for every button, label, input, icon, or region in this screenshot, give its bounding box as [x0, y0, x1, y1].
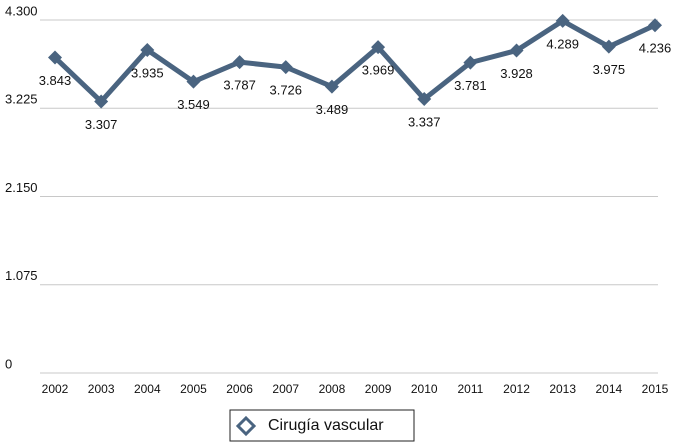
- data-label: 3.781: [454, 78, 487, 93]
- data-label: 3.969: [362, 63, 395, 78]
- x-tick-label: 2008: [319, 382, 346, 396]
- data-label: 3.928: [500, 66, 533, 81]
- x-tick-label: 2009: [365, 382, 392, 396]
- x-tick-label: 2013: [549, 382, 576, 396]
- x-tick-label: 2010: [411, 382, 438, 396]
- data-label: 3.489: [316, 102, 349, 117]
- data-label: 3.975: [593, 62, 626, 77]
- data-point: [371, 40, 386, 55]
- x-tick-label: 2015: [642, 382, 669, 396]
- data-point: [601, 39, 616, 54]
- x-tick-label: 2003: [88, 382, 115, 396]
- data-label: 3.337: [408, 114, 441, 129]
- data-point: [186, 74, 201, 89]
- legend-marker: [235, 415, 257, 437]
- data-point: [648, 18, 662, 33]
- data-label: 4.236: [639, 41, 672, 56]
- series-line: [53, 18, 657, 105]
- data-label: 3.787: [223, 78, 256, 93]
- y-tick-label: 4.300: [5, 3, 38, 18]
- data-point: [417, 92, 432, 107]
- data-point: [140, 42, 155, 57]
- data-point: [463, 55, 478, 70]
- data-label: 3.307: [85, 117, 118, 132]
- data-label: 3.726: [269, 83, 302, 98]
- legend-box: [229, 409, 415, 442]
- y-tick-label: 1.075: [5, 268, 38, 283]
- x-tick-label: 2007: [272, 382, 299, 396]
- x-tick-label: 2004: [134, 382, 161, 396]
- data-point: [509, 43, 524, 58]
- x-tick-label: 2002: [42, 382, 69, 396]
- data-label: 3.843: [39, 73, 72, 88]
- data-label: 4.289: [546, 36, 579, 51]
- data-label: 3.935: [131, 65, 164, 80]
- data-point: [555, 13, 570, 28]
- x-tick-label: 2006: [226, 382, 253, 396]
- data-point: [232, 55, 247, 70]
- data-point: [94, 94, 109, 109]
- x-tick-label: 2012: [503, 382, 530, 396]
- y-tick-label: 0: [5, 356, 12, 371]
- legend-label: Cirugía vascular: [268, 417, 384, 434]
- y-tick-label: 3.225: [5, 92, 38, 107]
- data-point: [278, 60, 293, 75]
- x-tick-label: 2011: [457, 382, 483, 396]
- data-point: [324, 79, 339, 94]
- y-tick-label: 2.150: [5, 180, 38, 195]
- data-label: 3.549: [177, 97, 210, 112]
- x-tick-label: 2005: [180, 382, 207, 396]
- data-point: [48, 50, 62, 65]
- x-tick-label: 2014: [595, 382, 622, 396]
